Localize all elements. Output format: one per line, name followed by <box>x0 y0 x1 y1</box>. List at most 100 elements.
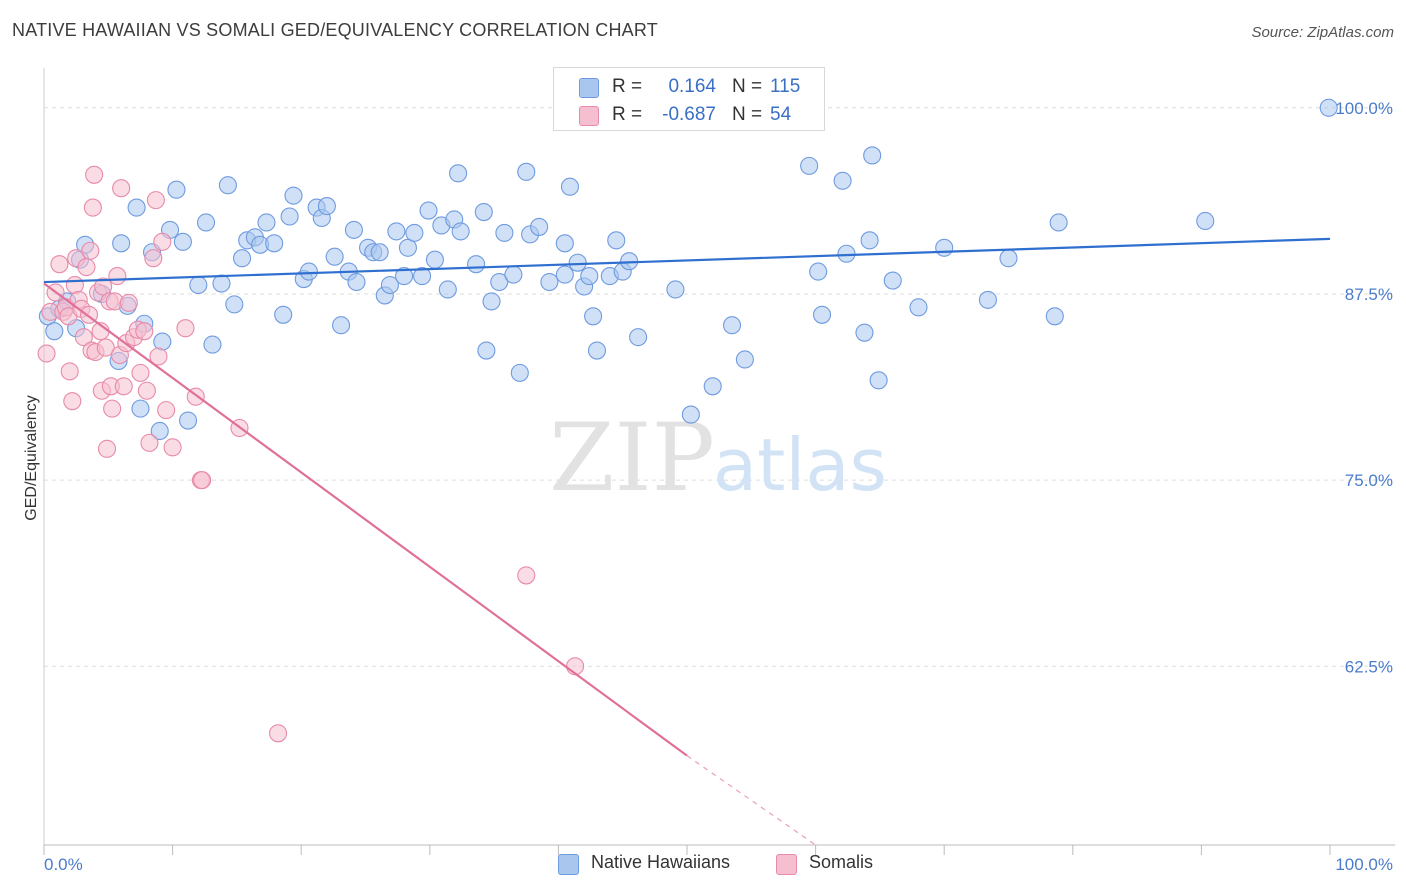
data-point <box>103 399 122 418</box>
data-point <box>196 213 216 232</box>
data-point <box>855 323 874 342</box>
data-point <box>555 265 574 284</box>
data-point <box>419 201 438 220</box>
data-point <box>935 238 954 257</box>
legend-row-somalis: R = -0.687 N = 54 <box>554 101 824 129</box>
data-point <box>540 272 559 292</box>
data-point <box>495 223 514 242</box>
data-point <box>178 411 198 430</box>
data-point <box>257 213 276 232</box>
data-point <box>860 231 879 250</box>
watermark-atlas: atlas <box>713 423 887 507</box>
data-point <box>112 234 131 253</box>
data-point <box>232 249 252 268</box>
legend-n-label: N = <box>732 76 763 97</box>
data-point <box>280 207 299 226</box>
data-point <box>560 177 580 196</box>
data-point <box>833 171 852 190</box>
data-point <box>37 344 56 363</box>
data-point <box>809 262 828 281</box>
data-point <box>1049 213 1068 232</box>
data-point <box>1196 211 1215 231</box>
data-point <box>978 290 997 309</box>
data-point <box>108 267 127 286</box>
data-point <box>167 180 186 199</box>
data-point <box>173 232 192 251</box>
data-point <box>449 164 468 183</box>
data-point <box>405 223 424 242</box>
series-somalis <box>37 165 585 743</box>
trend-lines <box>43 237 1331 846</box>
y-tick-label: 100.0% <box>1335 99 1393 118</box>
data-point <box>85 165 104 184</box>
data-point <box>425 250 444 269</box>
legend-n-label: N = <box>732 104 763 125</box>
data-point <box>137 381 156 400</box>
data-point <box>193 471 212 490</box>
data-point <box>584 307 603 326</box>
data-point <box>883 271 902 290</box>
legend-swatch-native-hawaiians <box>579 78 599 98</box>
data-point <box>580 267 599 286</box>
data-point <box>45 322 64 341</box>
data-point <box>60 362 79 381</box>
trend-line-native-hawaiians <box>43 237 1331 284</box>
data-point <box>1045 307 1064 326</box>
data-point <box>909 298 928 317</box>
data-point <box>112 179 131 198</box>
data-point <box>504 265 523 284</box>
bottom-legend-label: Native Hawaiians <box>591 852 731 872</box>
legend-r-label: R = <box>612 104 643 125</box>
data-point <box>863 146 882 165</box>
data-point <box>77 258 96 277</box>
data-point <box>380 275 399 295</box>
data-point <box>146 191 165 210</box>
data-point <box>131 399 150 418</box>
data-point <box>150 421 169 441</box>
bottom-legend-swatch <box>558 854 579 875</box>
data-point <box>144 249 163 268</box>
data-point <box>490 272 509 292</box>
tick-labels: 62.5% 75.0% 87.5% 100.0% 0.0% 100.0% <box>44 99 1393 874</box>
data-point <box>140 433 159 452</box>
data-point <box>97 439 117 458</box>
legend-r-label: R = <box>612 76 643 97</box>
legend-swatch-somalis <box>579 106 599 126</box>
legend-row-native-hawaiians: R = 0.164 N = 115 <box>554 73 824 101</box>
data-point <box>398 238 417 257</box>
data-point <box>517 162 536 181</box>
data-point <box>413 267 432 286</box>
watermark: ZIP atlas <box>549 404 887 513</box>
data-point <box>153 332 172 351</box>
data-point <box>299 262 318 281</box>
data-point <box>347 272 366 292</box>
data-point <box>163 438 182 457</box>
data-point <box>149 347 168 366</box>
data-point <box>212 274 231 293</box>
y-tick-label: 75.0% <box>1345 471 1393 490</box>
data-point <box>157 401 176 420</box>
data-point <box>96 338 115 357</box>
data-point <box>387 222 406 241</box>
bottom-legend-label: Somalis <box>809 852 874 872</box>
y-axis-label: GED/Equivalency <box>23 395 40 520</box>
data-point <box>284 186 303 205</box>
data-point <box>119 293 138 312</box>
data-point <box>629 328 648 347</box>
data-point <box>517 566 536 585</box>
data-point <box>50 255 69 274</box>
data-point <box>225 295 244 314</box>
data-point <box>74 328 93 347</box>
data-point <box>666 280 685 299</box>
data-point <box>269 724 288 743</box>
data-point <box>467 255 486 274</box>
data-point <box>703 377 722 396</box>
data-point <box>370 243 389 262</box>
data-point <box>135 322 154 341</box>
data-point <box>325 247 344 266</box>
data-point <box>344 220 363 239</box>
data-point <box>555 234 574 253</box>
data-point <box>607 231 626 250</box>
data-point <box>203 335 222 354</box>
